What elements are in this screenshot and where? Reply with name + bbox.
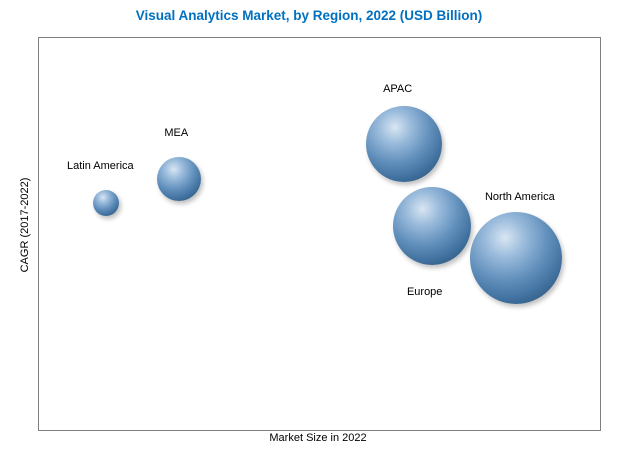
bubble-label-mea: MEA	[164, 127, 189, 140]
bubble-europe	[392, 187, 471, 266]
x-axis-label: Market Size in 2022	[269, 432, 367, 444]
bubble-label-north-america: North America	[484, 190, 555, 203]
chart-title: Visual Analytics Market, by Region, 2022…	[135, 8, 483, 23]
bubble-label-latin-america: Latin America	[66, 159, 134, 172]
y-axis-label: CAGR (2017-2022)	[19, 177, 31, 273]
plot-area: Latin America MEA APAC Europe North America	[38, 37, 601, 431]
bubble-apac	[365, 105, 442, 182]
bubble-latin-america	[93, 189, 120, 216]
bubble-north-america	[469, 211, 562, 304]
bubble-label-apac: APAC	[383, 82, 413, 95]
bubble-label-europe: Europe	[406, 286, 443, 299]
bubble-mea	[157, 157, 202, 202]
